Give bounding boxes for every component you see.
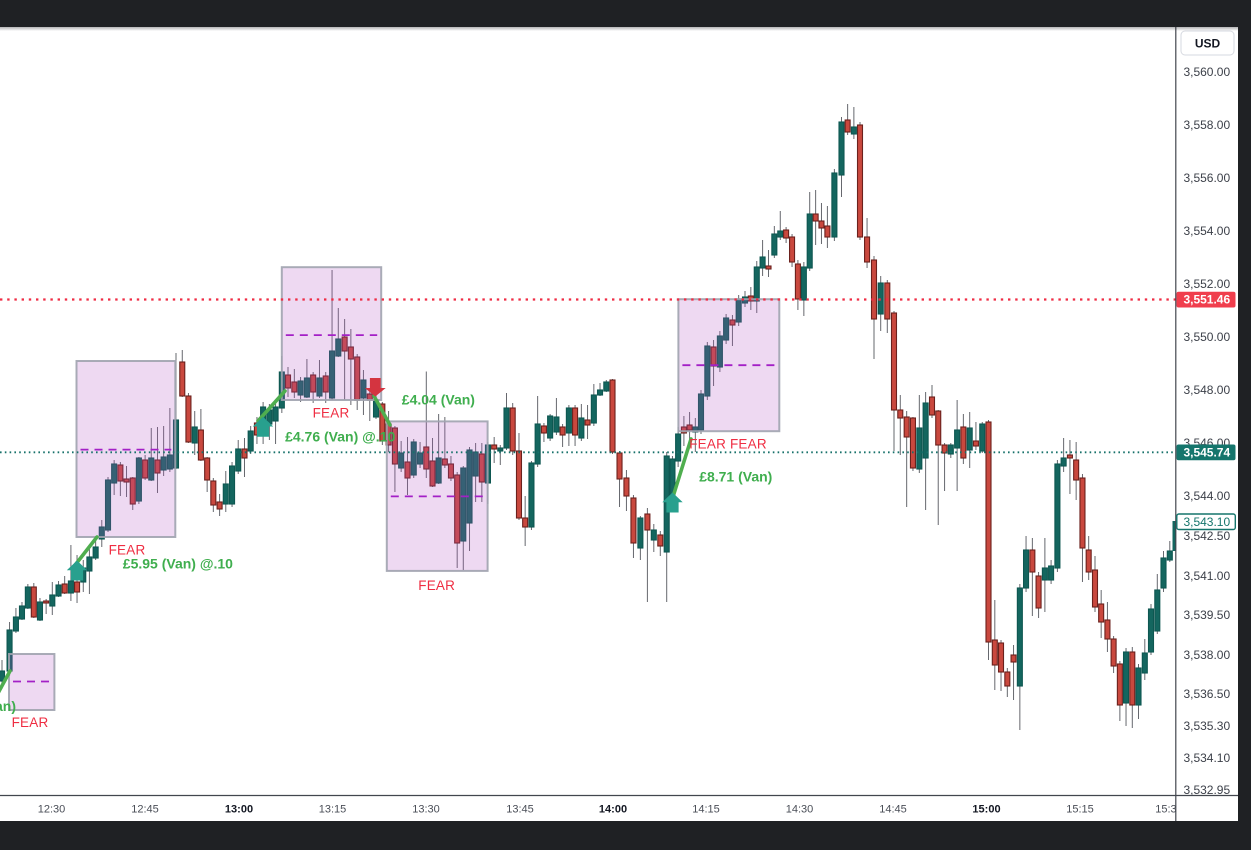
svg-text:FEAR: FEAR xyxy=(418,578,455,593)
svg-text:13:15: 13:15 xyxy=(319,804,347,816)
svg-text:15:00: 15:00 xyxy=(972,804,1000,816)
svg-text:3,552.00: 3,552.00 xyxy=(1183,277,1230,291)
svg-text:13:00: 13:00 xyxy=(225,804,253,816)
svg-text:3,548.00: 3,548.00 xyxy=(1183,383,1230,397)
svg-text:3,558.00: 3,558.00 xyxy=(1183,118,1230,132)
svg-text:FEAR: FEAR xyxy=(12,715,49,730)
svg-text:3,541.00: 3,541.00 xyxy=(1183,569,1230,583)
svg-text:15:15: 15:15 xyxy=(1066,804,1094,816)
svg-text:12:30: 12:30 xyxy=(38,804,66,816)
svg-text:FEAR: FEAR xyxy=(109,543,146,558)
svg-text:14:30: 14:30 xyxy=(786,804,814,816)
svg-text:3,544.00: 3,544.00 xyxy=(1183,489,1230,503)
svg-text:FEAR: FEAR xyxy=(313,406,350,421)
svg-text:15:30: 15:30 xyxy=(1155,804,1183,816)
svg-text:13:45: 13:45 xyxy=(506,804,534,816)
svg-text:14:00: 14:00 xyxy=(599,804,627,816)
svg-text:£4.76 (Van) @.10: £4.76 (Van) @.10 xyxy=(285,429,395,445)
svg-text:3,535.30: 3,535.30 xyxy=(1183,719,1230,733)
svg-text:3,534.10: 3,534.10 xyxy=(1183,751,1230,765)
svg-text:3,543.10: 3,543.10 xyxy=(1183,515,1230,529)
svg-text:14:45: 14:45 xyxy=(879,804,907,816)
svg-text:an): an) xyxy=(0,698,16,714)
svg-text:3,539.50: 3,539.50 xyxy=(1183,608,1230,622)
svg-text:3,542.50: 3,542.50 xyxy=(1183,529,1230,543)
svg-text:3,536.50: 3,536.50 xyxy=(1183,687,1230,701)
svg-text:12:45: 12:45 xyxy=(131,804,159,816)
svg-text:13:30: 13:30 xyxy=(412,804,440,816)
svg-text:£4.04 (Van): £4.04 (Van) xyxy=(402,392,475,408)
svg-text:£8.71 (Van): £8.71 (Van) xyxy=(699,469,772,485)
svg-text:3,545.74: 3,545.74 xyxy=(1183,446,1230,460)
svg-text:£5.95 (Van) @.10: £5.95 (Van) @.10 xyxy=(123,556,233,572)
svg-text:3,554.00: 3,554.00 xyxy=(1183,224,1230,238)
svg-text:3,550.00: 3,550.00 xyxy=(1183,330,1230,344)
svg-text:3,551.46: 3,551.46 xyxy=(1183,293,1230,307)
svg-text:3,560.00: 3,560.00 xyxy=(1183,65,1230,79)
svg-text:3,556.00: 3,556.00 xyxy=(1183,171,1230,185)
svg-text:3,538.00: 3,538.00 xyxy=(1183,648,1230,662)
svg-text:14:15: 14:15 xyxy=(692,804,720,816)
svg-text:USD: USD xyxy=(1195,37,1221,51)
svg-text:FEAR FEAR: FEAR FEAR xyxy=(689,437,767,452)
svg-text:3,532.95: 3,532.95 xyxy=(1183,783,1230,797)
